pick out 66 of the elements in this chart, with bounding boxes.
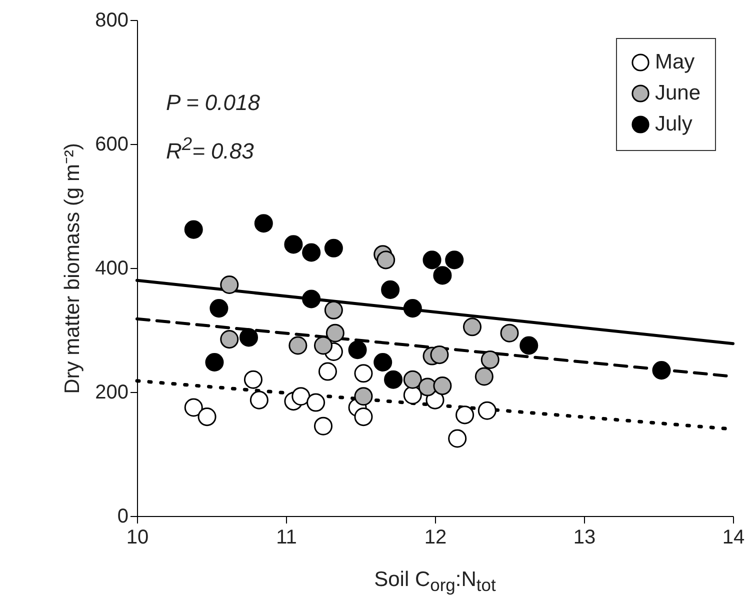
point: [433, 376, 452, 396]
point: [462, 318, 482, 336]
annotation: P = 0.018: [166, 90, 260, 116]
y-tick-label: 600: [95, 134, 128, 156]
point: [210, 299, 228, 318]
legend-label: July: [655, 112, 693, 136]
point: [652, 361, 671, 380]
point: [456, 406, 474, 424]
point: [239, 328, 258, 347]
point: [374, 352, 392, 372]
point: [403, 370, 422, 389]
point: [500, 324, 519, 342]
point: [354, 408, 373, 426]
point: [302, 243, 321, 262]
point: [445, 250, 464, 270]
y-tick-label: 800: [95, 10, 128, 32]
point: [254, 214, 273, 233]
point: [288, 336, 308, 355]
y-tick-label: 400: [95, 258, 128, 280]
point: [284, 235, 303, 254]
point: [354, 364, 373, 383]
point: [184, 398, 203, 417]
point: [250, 390, 268, 410]
legend-label: June: [655, 82, 701, 104]
point: [433, 266, 452, 285]
y-tick-label: 0: [117, 506, 128, 528]
point: [244, 370, 262, 389]
point: [324, 238, 343, 258]
point: [403, 299, 422, 318]
legend-label: May: [655, 50, 696, 74]
point: [318, 362, 337, 381]
point: [418, 378, 437, 396]
point: [384, 370, 403, 389]
point: [430, 346, 449, 364]
point: [220, 330, 239, 349]
point: [184, 220, 203, 239]
point: [314, 336, 333, 355]
y-tick-label: 200: [95, 382, 128, 404]
x-tick-label: 11: [276, 526, 297, 548]
annotation: R$^{2}$= 0.83: [166, 133, 254, 164]
point: [480, 350, 500, 370]
point: [292, 387, 310, 406]
point: [220, 275, 239, 294]
x-axis-title: Soil C$_{org}$:N$_{tot}$: [373, 568, 497, 596]
x-tick-label: 10: [126, 526, 149, 548]
x-tick-label: 13: [573, 526, 596, 548]
x-tick-label: 14: [722, 526, 745, 548]
x-tick-label: 12: [424, 526, 447, 548]
point: [381, 280, 400, 299]
point: [302, 290, 321, 308]
point: [314, 416, 333, 436]
point: [306, 393, 326, 412]
y-axis-title: Dry matter biomass (g m⁻²): [61, 143, 84, 394]
point: [520, 336, 538, 355]
point: [376, 250, 396, 270]
point: [205, 352, 224, 372]
point: [422, 250, 442, 270]
point: [326, 324, 344, 342]
point: [324, 300, 343, 320]
point: [354, 387, 373, 406]
point: [403, 386, 422, 404]
point: [474, 367, 494, 386]
point: [198, 408, 216, 426]
point: [448, 429, 467, 448]
point: [478, 401, 496, 420]
point: [348, 340, 367, 360]
